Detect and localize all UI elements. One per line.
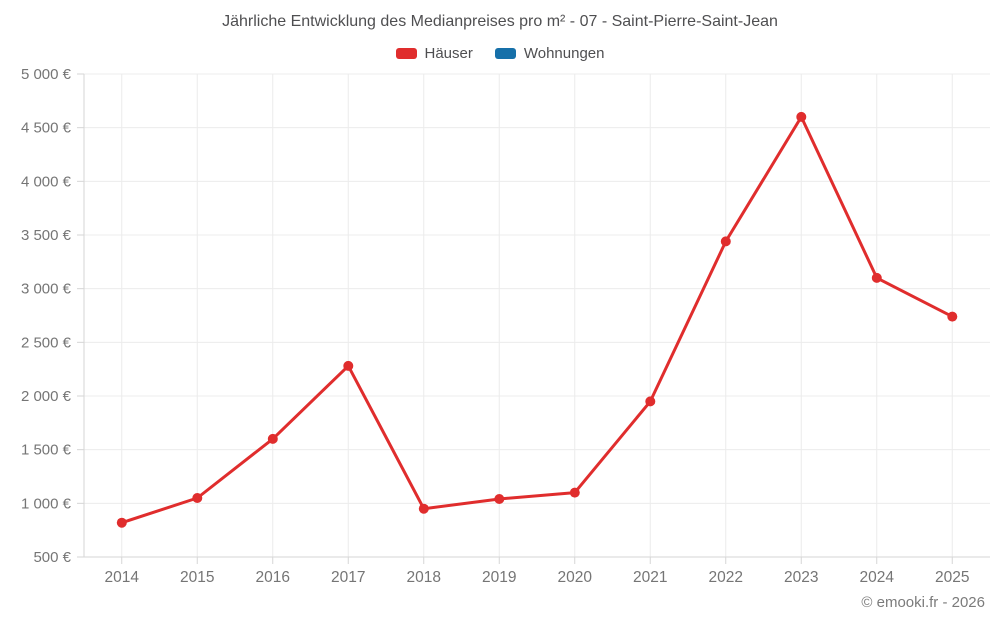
legend-item-haeuser[interactable]: Häuser: [395, 45, 473, 62]
y-tick-label: 2 500 €: [21, 334, 72, 351]
x-tick-label: 2016: [256, 569, 290, 586]
x-tick-label: 2023: [784, 569, 818, 586]
data-point[interactable]: [192, 493, 203, 503]
haeuser-series-swatch: [395, 48, 417, 59]
legend-label-wohnungen: Wohnungen: [523, 45, 605, 62]
x-tick-label: 2019: [482, 569, 516, 586]
y-tick-label: 500 €: [33, 549, 71, 566]
y-tick-label: 3 500 €: [21, 227, 72, 244]
series-line: [120, 115, 954, 525]
y-tick-label: 1 500 €: [21, 442, 72, 459]
y-tick-label: 5 000 €: [21, 66, 72, 83]
y-tick-label: 3 000 €: [21, 281, 72, 298]
y-tick-label: 2 000 €: [21, 388, 72, 405]
data-point[interactable]: [645, 396, 656, 407]
wohnungen-series-swatch: [494, 48, 516, 59]
data-point[interactable]: [494, 494, 505, 504]
data-point[interactable]: [947, 311, 958, 322]
data-point[interactable]: [569, 487, 580, 498]
data-point[interactable]: [871, 272, 882, 283]
data-point[interactable]: [720, 236, 731, 247]
chart-legend: Häuser Wohnungen: [0, 45, 1000, 62]
x-tick-label: 2021: [633, 569, 667, 586]
y-tick-label: 4 000 €: [21, 173, 72, 190]
x-tick-label: 2014: [105, 569, 140, 586]
y-tick-label: 4 500 €: [21, 120, 72, 137]
x-tick-label: 2022: [709, 569, 743, 586]
y-tick-label: 1 000 €: [21, 495, 72, 512]
x-tick-label: 2025: [935, 569, 969, 586]
legend-label-haeuser: Häuser: [424, 45, 473, 62]
data-point[interactable]: [796, 111, 807, 122]
x-tick-label: 2020: [558, 569, 593, 586]
x-tick-label: 2015: [180, 569, 214, 586]
copyright-credit: © emooki.fr - 2026: [861, 594, 985, 611]
legend-item-wohnungen[interactable]: Wohnungen: [494, 45, 605, 62]
x-tick-label: 2017: [331, 569, 365, 586]
data-point[interactable]: [267, 433, 278, 444]
data-point[interactable]: [116, 517, 127, 528]
data-point[interactable]: [343, 360, 354, 371]
data-point[interactable]: [418, 503, 429, 514]
x-tick-label: 2024: [860, 569, 895, 586]
chart-title: Jährliche Entwicklung des Medianpreises …: [222, 13, 778, 30]
x-tick-label: 2018: [407, 569, 441, 586]
